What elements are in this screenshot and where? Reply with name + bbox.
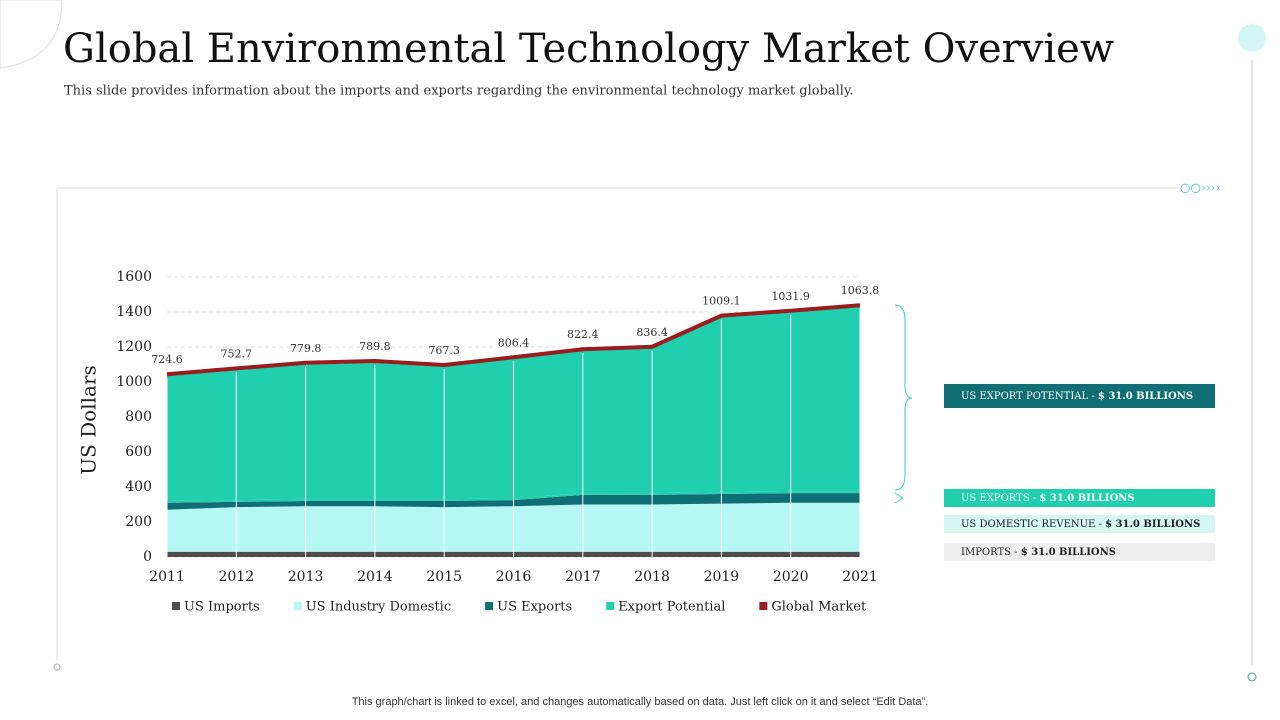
x-tick-label: 2021: [842, 569, 878, 585]
x-tick-label: 2011: [149, 569, 185, 585]
value-label: 779.8: [290, 342, 322, 355]
legend-swatch: [759, 602, 768, 610]
value-label: 767.3: [428, 344, 460, 357]
legend-swatch: [293, 602, 302, 610]
y-tick-label: 1600: [116, 269, 152, 285]
x-tick-label: 2015: [426, 569, 462, 585]
value-label: 1009.1: [702, 295, 741, 308]
side-label: US EXPORTS - $ 31.0 BILLIONS: [961, 493, 1135, 504]
side-label: US DOMESTIC REVENUE - $ 31.0 BILLIONS: [961, 519, 1200, 530]
value-label: 822.4: [567, 328, 599, 341]
side-label: IMPORTS - $ 31.0 BILLIONS: [961, 547, 1116, 558]
y-tick-label: 200: [125, 514, 152, 530]
value-label: 836.4: [636, 326, 668, 339]
series-line: [166, 303, 861, 377]
subtitle: This slide provides information about th…: [64, 84, 854, 99]
legend-swatch: [606, 602, 615, 610]
value-label: 752.7: [221, 347, 253, 360]
value-label: 806.4: [498, 336, 530, 349]
label-box: [944, 543, 1215, 561]
rule-end: [53, 663, 61, 671]
legend-label: US Industry Domestic: [306, 600, 451, 615]
y-axis-label: US Dollars: [77, 365, 101, 475]
x-tick-label: 2020: [773, 569, 809, 585]
value-label: 724.6: [151, 353, 183, 366]
x-tick-label: 2016: [496, 569, 532, 585]
arrows-deco: ○○››››: [1180, 181, 1220, 195]
legend-label: US Exports: [497, 600, 572, 615]
side-label-value: $ 31.0 BILLIONS: [1098, 391, 1193, 402]
side-label-text: IMPORTS -: [961, 547, 1018, 558]
side-label-value: $ 31.0 BILLIONS: [1105, 519, 1200, 530]
y-tick-label: 0: [143, 549, 152, 565]
corner-deco: [0, 0, 63, 69]
area: [167, 491, 860, 503]
x-tick-label: 2019: [704, 569, 740, 585]
legend-swatch: [172, 602, 180, 610]
side-label-text: US EXPORTS -: [961, 493, 1036, 504]
rule-end: [1247, 672, 1257, 682]
legend-swatch: [485, 602, 494, 610]
side-label-value: $ 31.0 BILLIONS: [1039, 493, 1134, 504]
value-label: 789.8: [359, 340, 391, 353]
y-tick-label: 600: [125, 444, 152, 460]
brace: [894, 304, 913, 491]
label-box: [944, 384, 1215, 408]
y-tick-label: 400: [125, 479, 152, 495]
legend-label: US Imports: [184, 600, 260, 615]
x-tick-label: 2012: [218, 569, 254, 585]
value-label: 1063.8: [841, 284, 880, 297]
footer-note: This graph/chart is linked to excel, and…: [352, 696, 929, 708]
x-tick-label: 2018: [634, 569, 670, 585]
bulb-icon: [1238, 24, 1266, 52]
brace-small: [894, 492, 904, 504]
x-tick-label: 2014: [357, 569, 393, 585]
side-label: US EXPORT POTENTIAL - $ 31.0 BILLIONS: [961, 391, 1193, 402]
y-tick-label: 1400: [116, 304, 152, 320]
side-label-value: $ 31.0 BILLIONS: [1021, 547, 1116, 558]
x-tick-label: 2013: [288, 569, 324, 585]
frame: [56, 187, 1180, 660]
side-label-text: US DOMESTIC REVENUE -: [961, 519, 1102, 530]
legend-label: Global Market: [771, 600, 867, 615]
title: Global Environmental Technology Market O…: [63, 26, 1114, 72]
y-tick-label: 1000: [116, 374, 152, 390]
label-box: [944, 489, 1215, 507]
label-box: [944, 515, 1215, 533]
y-tick-label: 800: [125, 409, 152, 425]
x-tick-label: 2017: [565, 569, 601, 585]
y-tick-label: 1200: [116, 339, 152, 355]
value-label: 1031.9: [771, 290, 810, 303]
side-label-text: US EXPORT POTENTIAL -: [961, 391, 1095, 402]
legend-label: Export Potential: [618, 600, 725, 615]
